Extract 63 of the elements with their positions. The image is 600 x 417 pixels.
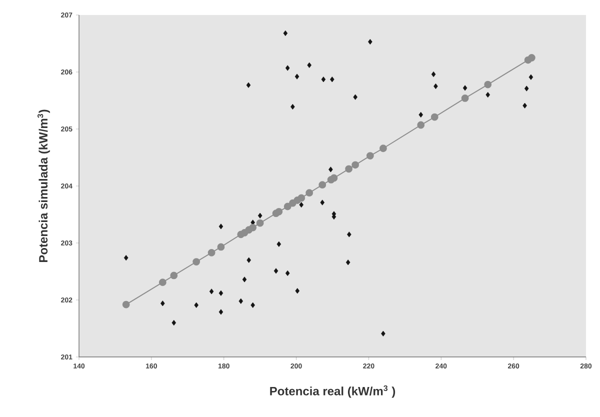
point bbox=[250, 302, 255, 308]
point bbox=[321, 76, 326, 82]
point bbox=[346, 260, 350, 266]
point bbox=[122, 300, 130, 308]
point bbox=[256, 219, 264, 227]
point bbox=[328, 166, 333, 172]
point bbox=[418, 112, 424, 118]
point bbox=[298, 194, 306, 202]
point bbox=[246, 82, 251, 88]
point bbox=[299, 202, 304, 208]
point bbox=[462, 85, 468, 91]
point bbox=[192, 258, 200, 266]
point bbox=[284, 202, 292, 210]
point bbox=[330, 76, 334, 82]
point bbox=[285, 270, 290, 276]
point bbox=[170, 272, 178, 280]
point bbox=[172, 320, 176, 326]
point bbox=[353, 94, 358, 100]
point bbox=[461, 94, 469, 102]
point bbox=[306, 189, 314, 197]
point bbox=[417, 121, 425, 129]
point bbox=[218, 309, 224, 315]
point bbox=[158, 278, 166, 286]
point bbox=[318, 181, 326, 189]
point bbox=[528, 54, 536, 62]
point bbox=[486, 92, 490, 98]
point bbox=[294, 74, 300, 80]
point bbox=[366, 152, 374, 160]
point bbox=[320, 200, 325, 206]
point bbox=[124, 255, 128, 261]
point bbox=[274, 268, 278, 274]
point bbox=[218, 224, 224, 230]
point bbox=[347, 232, 352, 238]
y-axis-title: Potencia simulada (kW/m$^{3}$) bbox=[38, 110, 50, 262]
point bbox=[330, 174, 338, 182]
point bbox=[345, 165, 352, 173]
point bbox=[307, 62, 312, 68]
point bbox=[295, 288, 300, 294]
point bbox=[209, 288, 214, 294]
point bbox=[218, 290, 224, 296]
point bbox=[275, 208, 283, 216]
point bbox=[194, 302, 198, 308]
point bbox=[431, 71, 436, 78]
point bbox=[283, 30, 288, 36]
point bbox=[238, 298, 244, 304]
point bbox=[285, 65, 290, 71]
x-axis-title: Potencia real (kW/m$^{3}$ ) bbox=[270, 385, 396, 398]
point bbox=[246, 257, 251, 263]
point bbox=[380, 144, 387, 152]
point bbox=[276, 241, 282, 247]
point bbox=[430, 113, 438, 121]
point bbox=[522, 102, 527, 108]
point bbox=[242, 276, 247, 282]
point bbox=[528, 74, 534, 80]
point bbox=[524, 86, 529, 92]
point bbox=[352, 161, 360, 169]
point bbox=[381, 330, 386, 336]
point bbox=[258, 212, 262, 218]
point bbox=[484, 80, 492, 88]
point bbox=[217, 243, 225, 251]
point bbox=[160, 300, 165, 306]
point bbox=[208, 248, 216, 256]
point bbox=[249, 224, 257, 232]
